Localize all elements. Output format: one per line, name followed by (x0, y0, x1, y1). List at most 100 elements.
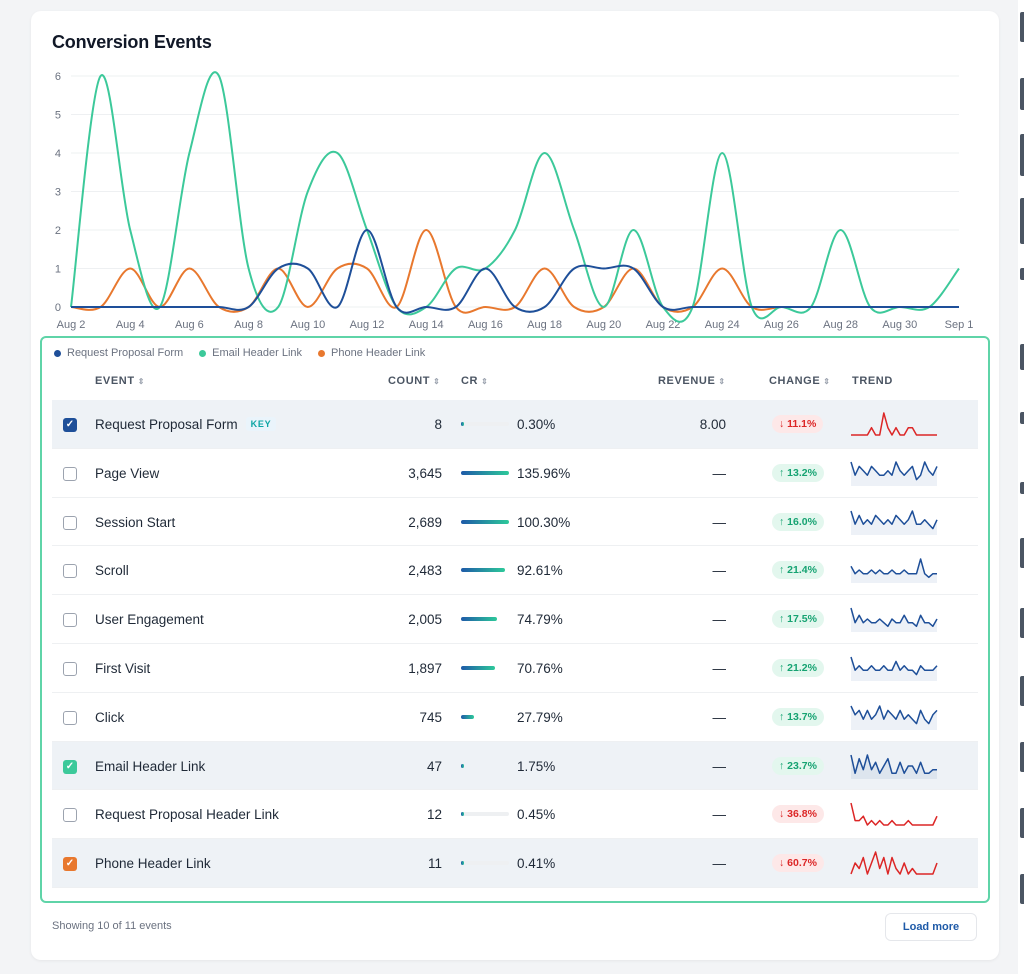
cr-value: 27.79% (517, 709, 563, 725)
row-checkbox[interactable] (63, 661, 77, 676)
event-name: Page View (95, 465, 160, 481)
table-row[interactable]: Click 745 27.79% — ↑ 13.7% (52, 693, 978, 742)
card-title: Conversion Events (52, 32, 212, 52)
table-row[interactable]: ✓ Phone Header Link 11 0.41% — ↓ 60.7% (52, 839, 978, 888)
table-row[interactable]: Request Proposal Header Link 12 0.45% — ↓ 36… (52, 790, 978, 840)
sparkline-line (850, 705, 938, 725)
trend-sparkline (850, 656, 938, 681)
revenue-value: 8.00 (699, 417, 726, 432)
series-line-request-proposal-form (71, 229, 959, 314)
series-line-email-header-link (70, 71, 960, 323)
sparkline-line (850, 753, 937, 774)
revenue-value: — (712, 758, 727, 774)
series-line-phone-header-link (70, 229, 959, 314)
chart-legend: Request Proposal Form Email Header Link Ph… (54, 347, 425, 359)
header-cr[interactable]: CR ⇕ (461, 375, 488, 387)
cr-progress-fill (461, 617, 497, 622)
row-checkbox[interactable] (63, 808, 77, 823)
cr-progress-bar (461, 519, 509, 524)
change-badge: ↑ 13.7% (772, 707, 824, 726)
event-name: Request Proposal Form KEY (95, 417, 277, 432)
cr-progress-bar (461, 470, 509, 475)
cr-progress-fill (461, 470, 509, 475)
row-checkbox[interactable] (63, 564, 77, 579)
y-tick-label: 1 (55, 264, 61, 276)
revenue-value: — (712, 856, 727, 872)
legend-item[interactable]: Phone Header Link (318, 347, 425, 359)
x-tick-label: Aug 14 (409, 319, 444, 331)
header-change[interactable]: CHANGE ⇕ (769, 375, 830, 387)
y-tick-label: 5 (55, 110, 61, 122)
row-checkbox[interactable] (63, 710, 77, 725)
cr-progress-bar (461, 861, 509, 866)
cr-value: 92.61% (517, 563, 563, 579)
cr-value: 0.45% (517, 807, 556, 823)
cr-value: 135.96% (517, 465, 571, 481)
x-tick-label: Aug 8 (234, 319, 263, 331)
legend-dot-icon (199, 349, 207, 357)
cr-progress-fill (461, 861, 464, 866)
row-checkbox[interactable]: ✓ (63, 759, 77, 774)
events-table-frame: Request Proposal Form Email Header Link Ph… (40, 336, 990, 903)
header-count[interactable]: COUNT ⇕ (388, 375, 440, 387)
table-row[interactable]: First Visit 1,897 70.76% — ↑ 21.2% (52, 644, 978, 693)
x-tick-label: Aug 28 (823, 319, 858, 331)
x-tick-label: Aug 24 (705, 319, 740, 331)
table-row[interactable]: ✓ Request Proposal Form KEY 8 0.30% 8.00 ↓ 11.… (52, 400, 978, 449)
legend-item[interactable]: Request Proposal Form (54, 347, 183, 359)
revenue-value: — (712, 563, 727, 579)
event-count: 1,897 (408, 660, 442, 676)
legend-dot-icon (318, 349, 326, 357)
row-checkbox[interactable] (63, 613, 77, 628)
sparkline-line (850, 656, 938, 676)
row-checkbox[interactable] (63, 515, 77, 530)
x-tick-label: Aug 26 (764, 319, 799, 331)
trend-sparkline (850, 558, 937, 584)
cr-progress-bar (461, 422, 509, 426)
cr-value: 74.79% (517, 612, 563, 628)
conversion-events-card: Conversion Events 0 1 2 3 4 5 6 Aug 2 Aug 4 Aug 6… (31, 11, 999, 960)
conversion-line-chart: 0 1 2 3 4 5 6 Aug 2 Aug 4 Aug 6 Aug 8 Aug 10 Aug 12 A… (55, 71, 974, 331)
trend-sparkline (850, 753, 937, 779)
x-tick-label: Aug 6 (175, 319, 204, 331)
cr-progress-bar (461, 617, 509, 622)
sparkline-area (851, 656, 937, 681)
trend-sparkline (850, 461, 938, 486)
load-more-button[interactable]: Load more (885, 913, 977, 941)
header-revenue[interactable]: REVENUE ⇕ (658, 375, 726, 387)
row-checkbox[interactable]: ✓ (63, 418, 77, 432)
revenue-value: — (712, 660, 727, 676)
sparkline-area (851, 559, 937, 584)
revenue-value: — (712, 612, 727, 628)
sparkline-line (850, 803, 938, 827)
event-name: First Visit (95, 660, 151, 676)
table-row[interactable]: Session Start 2,689 100.30% — ↑ 16.0% (52, 498, 978, 547)
event-name: Scroll (95, 563, 129, 579)
cr-value: 0.41% (517, 856, 556, 872)
showing-count: Showing 10 of 11 events (52, 920, 172, 932)
change-badge: ↑ 21.4% (772, 561, 824, 580)
trend-sparkline (850, 509, 938, 535)
y-tick-label: 6 (55, 71, 61, 83)
sparkline-line (850, 851, 938, 875)
change-badge: ↑ 17.5% (772, 610, 824, 629)
row-checkbox[interactable]: ✓ (63, 857, 77, 872)
table-row[interactable]: Page View 3,645 135.96% — ↑ 13.2% (52, 449, 978, 498)
table-row[interactable]: Scroll 2,483 92.61% — ↑ 21.4% (52, 546, 978, 596)
revenue-value: — (712, 465, 727, 481)
table-row[interactable]: ✓ Email Header Link 47 1.75% — ↑ 23.7% (52, 741, 978, 791)
row-checkbox[interactable] (63, 466, 77, 481)
header-event[interactable]: EVENT ⇕ (95, 375, 145, 387)
revenue-value: — (712, 709, 727, 725)
event-count: 47 (426, 758, 442, 774)
revenue-value: — (712, 514, 727, 530)
cr-value: 1.75% (517, 758, 556, 774)
x-tick-label: Aug 18 (527, 319, 562, 331)
cr-progress-bar (461, 763, 509, 768)
legend-item[interactable]: Email Header Link (199, 347, 302, 359)
events-table-body: ✓ Request Proposal Form KEY 8 0.30% 8.00 ↓ 11.… (52, 400, 978, 888)
table-row[interactable]: User Engagement 2,005 74.79% — ↑ 17.5% (52, 595, 978, 644)
change-badge: ↓ 60.7% (772, 854, 824, 873)
sparkline-line (851, 412, 937, 436)
trend-sparkline (850, 705, 938, 730)
